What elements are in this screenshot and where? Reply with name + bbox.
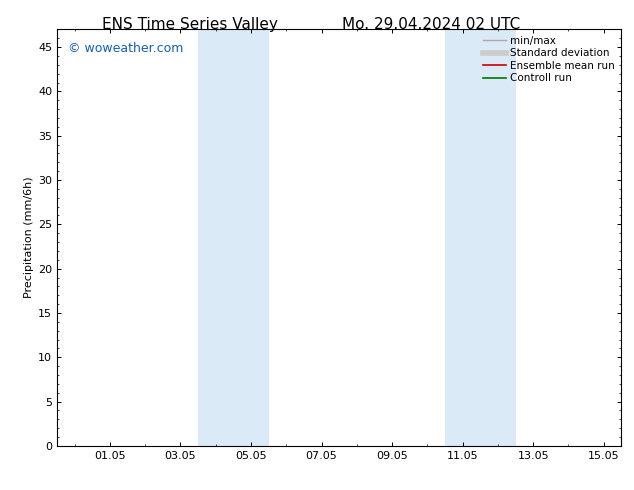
Bar: [445, 29, 515, 446]
Legend: min/max, Standard deviation, Ensemble mean run, Controll run: min/max, Standard deviation, Ensemble me…: [480, 32, 618, 87]
Text: © woweather.com: © woweather.com: [68, 42, 184, 55]
Text: Mo. 29.04.2024 02 UTC: Mo. 29.04.2024 02 UTC: [342, 17, 521, 32]
Y-axis label: Precipitation (mm/6h): Precipitation (mm/6h): [24, 177, 34, 298]
Text: ENS Time Series Valley: ENS Time Series Valley: [102, 17, 278, 32]
Bar: [198, 29, 269, 446]
